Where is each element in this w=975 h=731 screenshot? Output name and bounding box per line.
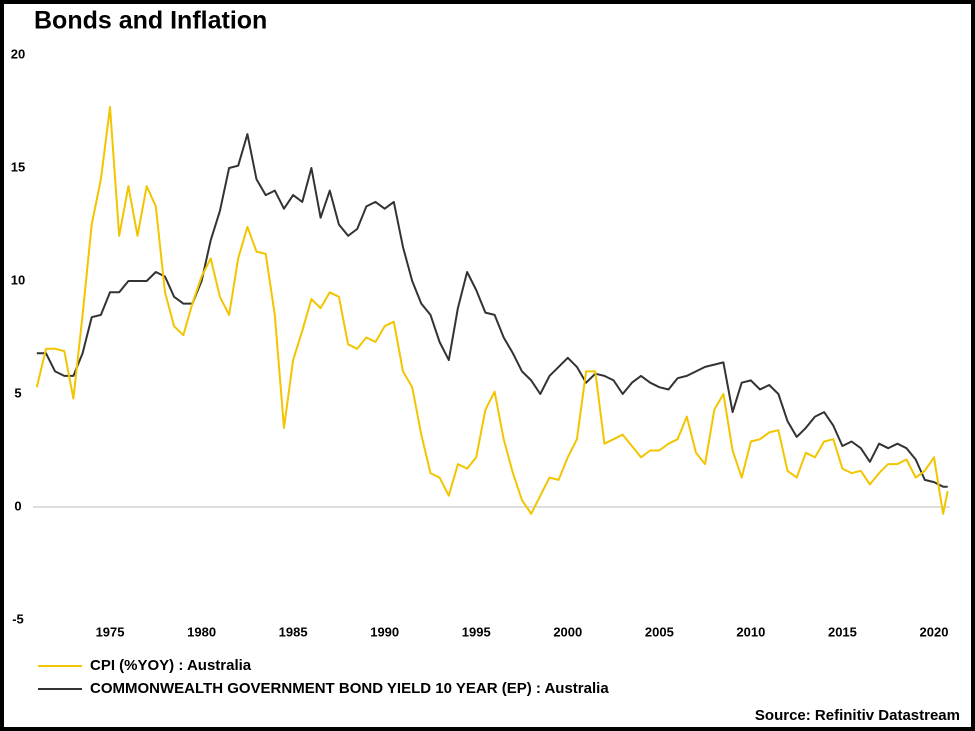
y-tick-label: 10 (11, 272, 25, 287)
x-tick-label: 2010 (736, 624, 765, 639)
x-tick-label: 1995 (462, 624, 491, 639)
x-tick-label: 1980 (187, 624, 216, 639)
x-tick-label: 1990 (370, 624, 399, 639)
y-tick-label: 0 (14, 498, 21, 513)
x-tick-label: 2005 (645, 624, 674, 639)
source: Source: Refinitiv Datastream (755, 707, 960, 724)
x-tick-label: 1975 (96, 624, 125, 639)
y-tick-label: -5 (12, 611, 24, 626)
legend-label: CPI (%YOY) : Australia (90, 657, 252, 674)
y-tick-label: 20 (11, 46, 25, 61)
chart-title: Bonds and Inflation (34, 7, 267, 35)
x-tick-label: 2000 (553, 624, 582, 639)
x-tick-label: 2015 (828, 624, 857, 639)
x-tick-label: 1985 (279, 624, 308, 639)
series-line (35, 106, 949, 515)
y-tick-label: 15 (11, 159, 25, 174)
legend-label: COMMONWEALTH GOVERNMENT BOND YIELD 10 YE… (90, 680, 609, 697)
y-tick-label: 5 (14, 385, 21, 400)
x-tick-label: 2020 (920, 624, 949, 639)
series-line (36, 133, 948, 488)
